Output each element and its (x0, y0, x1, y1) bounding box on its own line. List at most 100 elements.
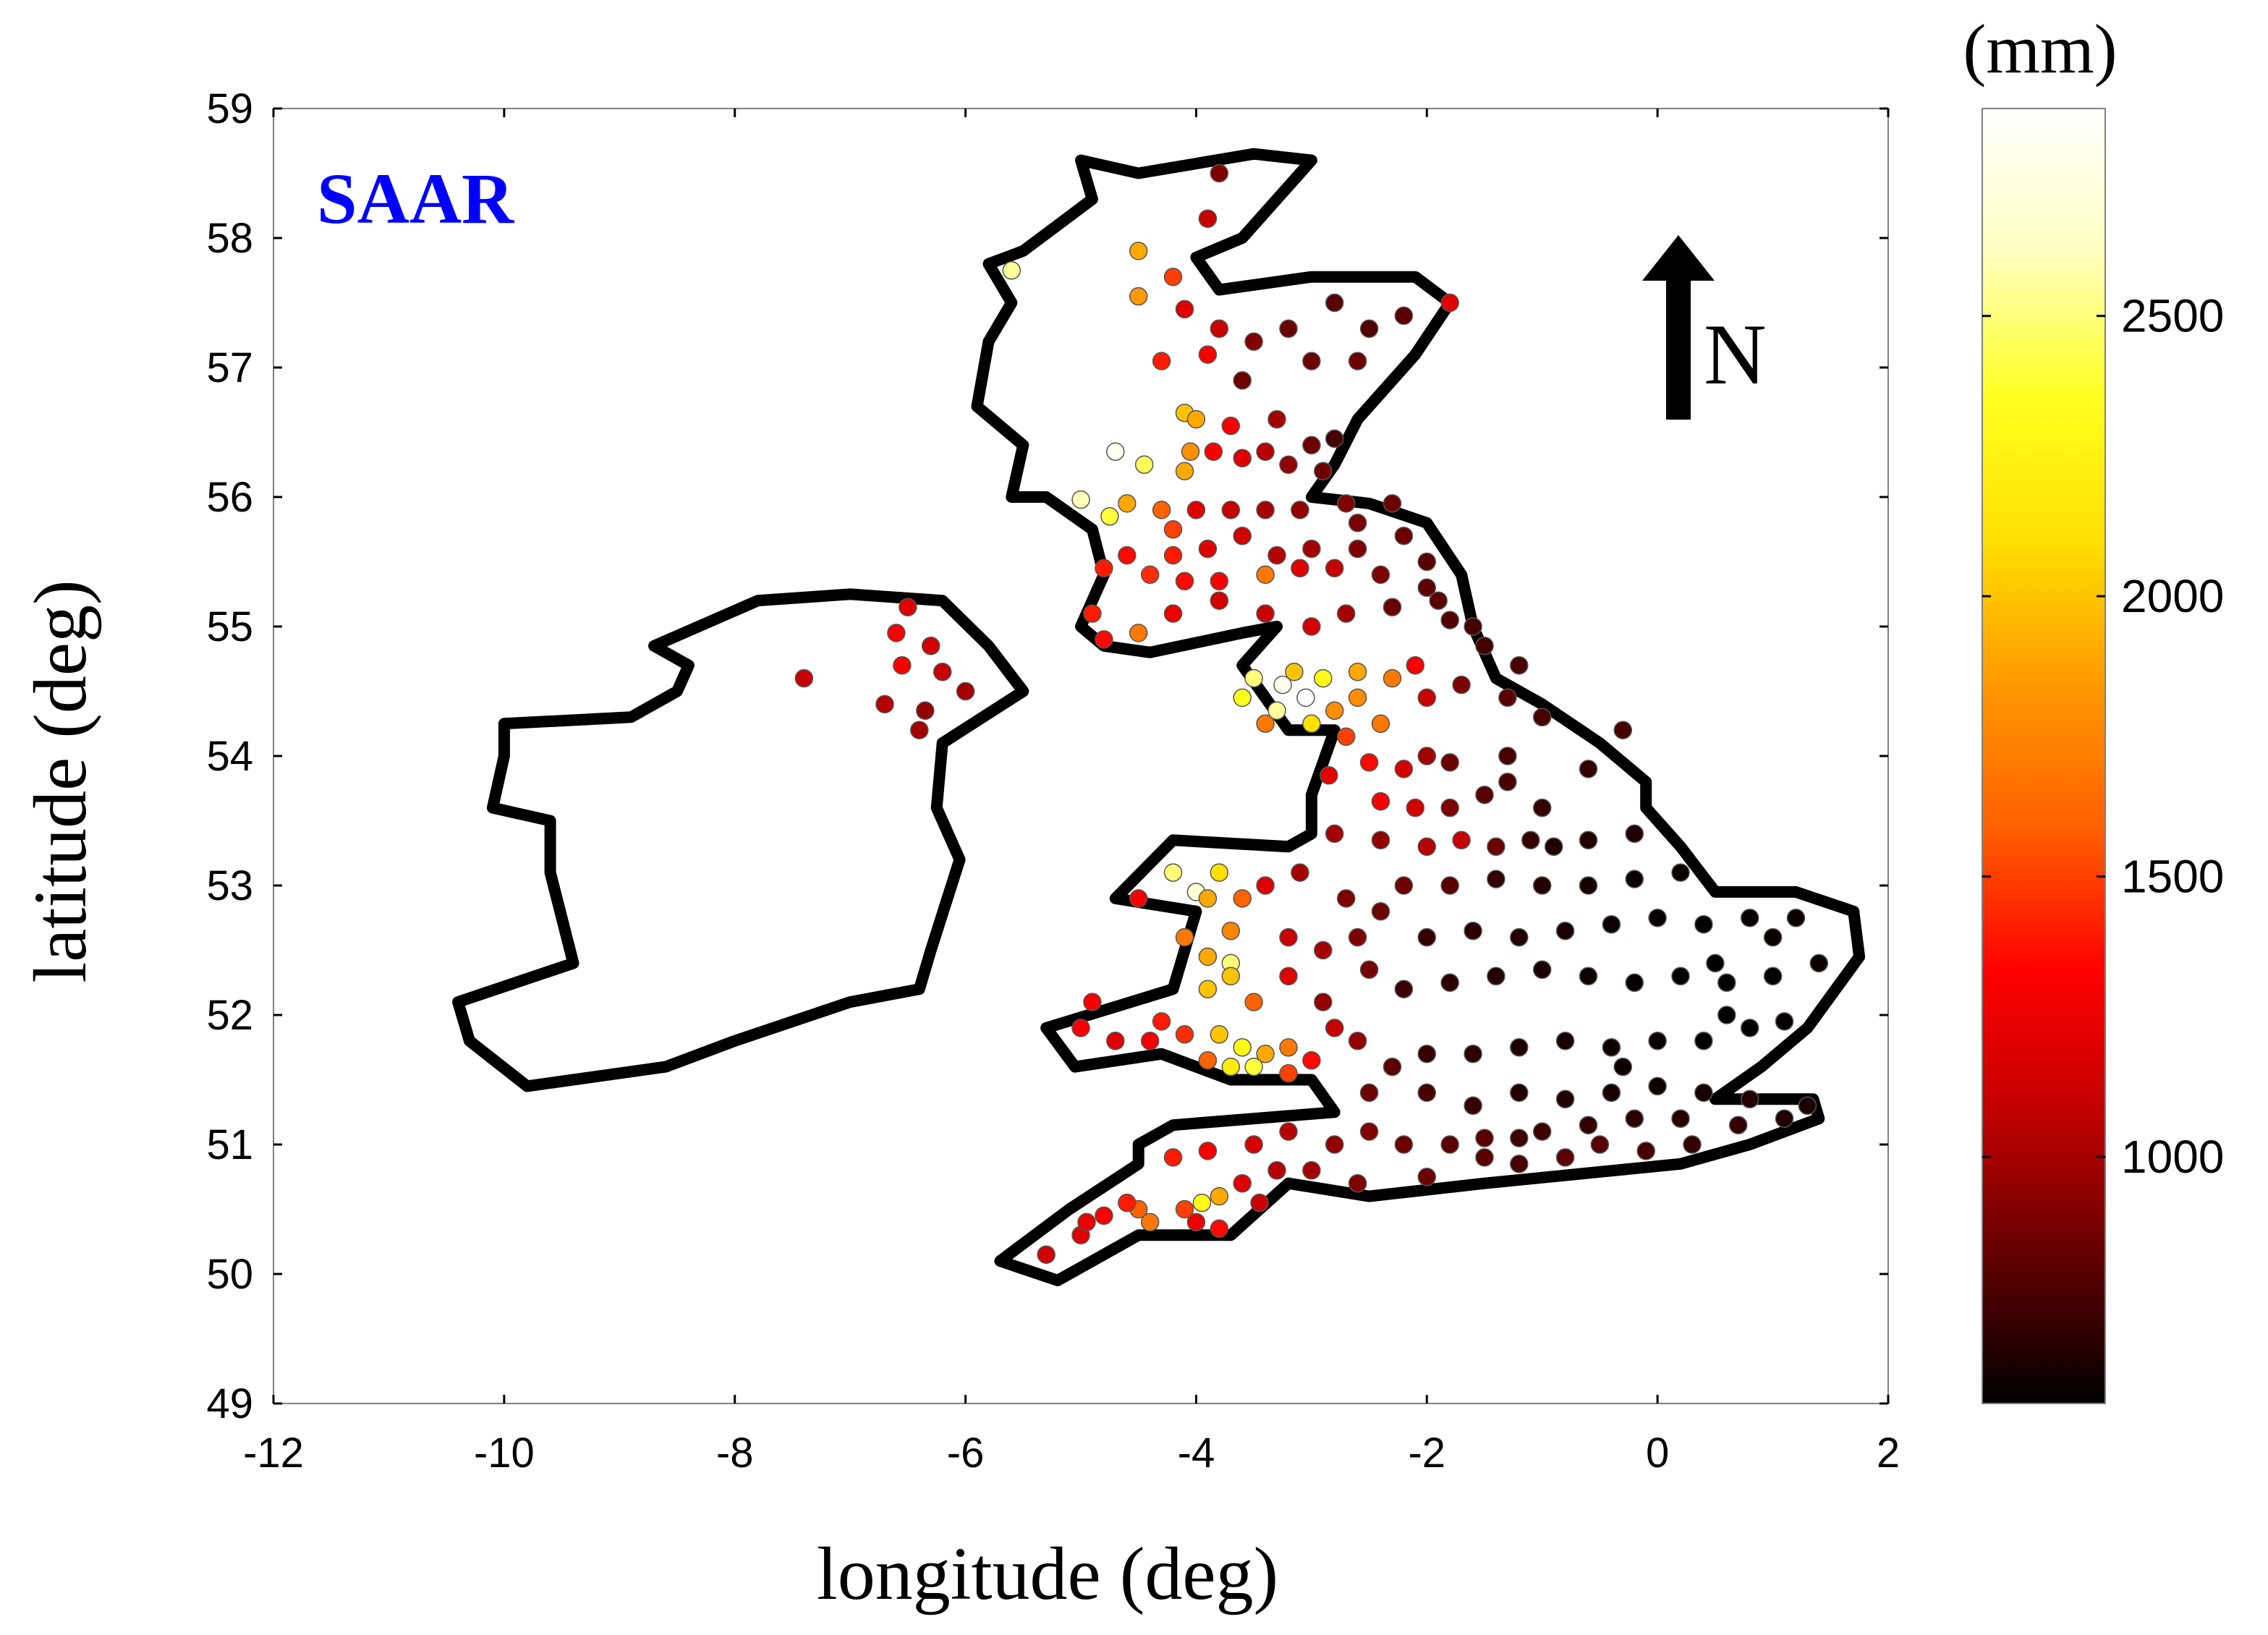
station-point (1129, 242, 1148, 260)
station-point (1302, 539, 1321, 559)
x-tick-label: 0 (1646, 1430, 1669, 1477)
station-point (1302, 1050, 1321, 1070)
y-tick-label: 51 (206, 1121, 253, 1168)
station-point (1198, 980, 1218, 998)
station-point (1210, 863, 1229, 882)
station-point (1740, 1019, 1759, 1037)
station-point (1371, 902, 1390, 921)
station-point (1336, 889, 1356, 908)
x-tick-label: -2 (1408, 1430, 1445, 1477)
station-point (1440, 753, 1459, 772)
station-point (1464, 617, 1482, 636)
station-point (1359, 1122, 1379, 1141)
station-point (1244, 332, 1263, 351)
colorbar-tick-label: 1000 (2121, 1131, 2224, 1183)
station-point (1279, 319, 1298, 339)
station-point (1314, 940, 1333, 960)
station-point (1134, 455, 1154, 475)
station-point (875, 695, 894, 714)
station-point (1348, 927, 1367, 947)
y-tick-label: 54 (206, 733, 253, 780)
station-point (1336, 604, 1356, 623)
station-point (1129, 889, 1148, 908)
colorbar: 1000 1500 2000 2500 (mm) (1963, 10, 2224, 1404)
station-point (1452, 675, 1471, 695)
station-point (1336, 727, 1356, 746)
station-point (1394, 980, 1414, 998)
station-point (1279, 927, 1298, 947)
station-point (1475, 1148, 1494, 1167)
station-point (1163, 604, 1183, 623)
station-point (1077, 1213, 1096, 1232)
station-point (1555, 921, 1575, 940)
station-point (1671, 1109, 1690, 1128)
station-point (1417, 552, 1437, 572)
station-point (1244, 1135, 1263, 1154)
station-point (1244, 1057, 1263, 1076)
station-point (794, 668, 814, 688)
x-tick-label: -12 (243, 1430, 304, 1477)
station-point (1175, 1025, 1194, 1044)
y-tick-label: 50 (206, 1251, 253, 1298)
station-point (1671, 863, 1690, 882)
station-point (893, 655, 912, 675)
station-point (1348, 539, 1367, 559)
station-point (916, 701, 935, 721)
station-point (1210, 164, 1229, 183)
station-point (1140, 565, 1160, 585)
x-tick-label: 2 (1877, 1430, 1900, 1477)
station-point (1740, 1090, 1759, 1109)
x-tick-label: -4 (1178, 1430, 1215, 1477)
station-point (1037, 1245, 1056, 1264)
station-point (1129, 286, 1148, 306)
station-point (1532, 1122, 1552, 1141)
station-point (1140, 1032, 1160, 1050)
station-point (1198, 947, 1218, 967)
station-point (1417, 927, 1437, 947)
station-point (1198, 539, 1218, 559)
station-point (1118, 545, 1137, 565)
station-point (1175, 300, 1194, 319)
station-point (1717, 1006, 1736, 1024)
station-point (1163, 1148, 1183, 1167)
panel-label: SAAR (317, 158, 515, 239)
station-point (1325, 1135, 1344, 1154)
x-tick-label: -8 (716, 1430, 754, 1477)
station-point (1694, 914, 1713, 934)
station-point (1510, 1155, 1529, 1173)
station-point (1532, 960, 1552, 980)
station-point (1763, 967, 1783, 986)
station-point (1671, 967, 1690, 986)
station-point (1267, 545, 1286, 565)
station-point (1383, 494, 1402, 513)
station-point (1348, 688, 1367, 708)
colorbar-unit: (mm) (1963, 10, 2117, 88)
station-point (1475, 637, 1494, 655)
station-point (899, 598, 917, 616)
station-point (1233, 1038, 1252, 1057)
station-point (1279, 1122, 1298, 1141)
station-point (1532, 708, 1552, 727)
station-point (1775, 1109, 1794, 1128)
station-point (1095, 630, 1113, 649)
station-point (1175, 927, 1194, 947)
station-point (1417, 688, 1437, 708)
station-point (1291, 559, 1309, 578)
station-point (1498, 773, 1517, 791)
colorbar-tick-label: 2000 (2121, 570, 2224, 622)
station-point (1694, 1032, 1713, 1050)
station-point (1233, 889, 1252, 908)
station-point (1383, 1057, 1402, 1076)
station-point (1221, 416, 1241, 436)
station-point (1163, 545, 1183, 565)
station-point (1267, 409, 1286, 429)
station-point (1348, 662, 1367, 681)
station-point (1417, 1083, 1437, 1103)
station-point (1210, 591, 1229, 610)
station-point (1118, 1193, 1137, 1213)
station-point (1429, 591, 1448, 610)
station-point (1198, 889, 1218, 908)
station-point (1579, 760, 1598, 778)
station-point (1510, 1038, 1529, 1057)
station-point (1204, 442, 1223, 462)
